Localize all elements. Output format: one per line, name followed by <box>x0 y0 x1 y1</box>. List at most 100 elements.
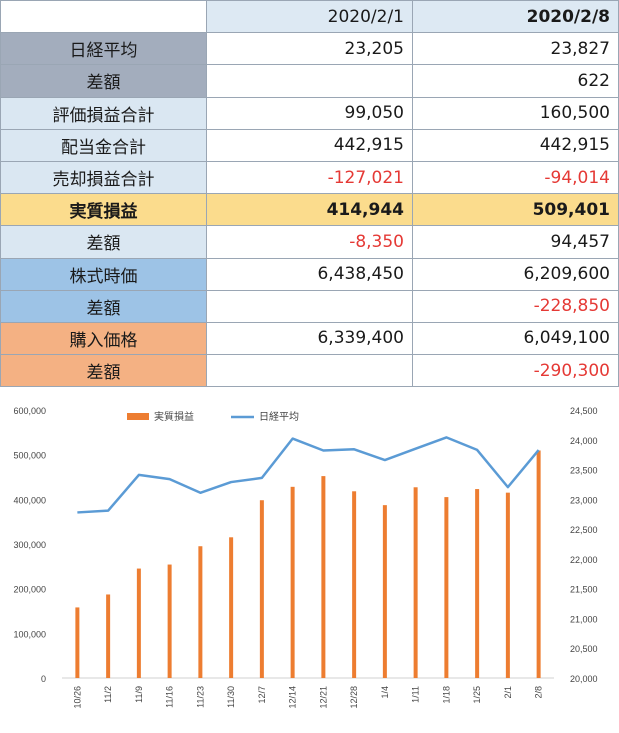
bar-12/7 <box>259 500 264 678</box>
row-value-1: 99,050 <box>206 96 413 130</box>
row-label: 配当金合計 <box>0 128 207 162</box>
x-tick-label: 2/1 <box>503 686 513 699</box>
y-right-tick-label: 20,000 <box>570 674 598 684</box>
row-value-1 <box>206 64 413 98</box>
y-right-tick-label: 21,000 <box>570 614 598 624</box>
bar-1/11 <box>413 487 418 678</box>
combo-chart: 0 100,000 200,000 300,000 400,000 500,000 600,… <box>13 406 598 709</box>
table-header-row: 2020/2/1 2020/2/8 <box>0 0 619 34</box>
table-row: 差額 -228,850 <box>0 289 619 323</box>
row-value-1: 6,438,450 <box>206 257 413 291</box>
table-row: 購入価格 6,339,400 6,049,100 <box>0 321 619 356</box>
row-value-2: 509,401 <box>412 193 619 227</box>
y-left-tick-label: 400,000 <box>13 495 46 505</box>
y-right-tick-label: 22,000 <box>570 555 598 565</box>
bar-1/25 <box>475 489 480 678</box>
bar-12/28 <box>352 491 357 678</box>
table-row: 差額 -290,300 <box>0 354 619 388</box>
bar-12/21 <box>321 476 326 678</box>
y-left-tick-label: 300,000 <box>13 540 46 550</box>
bar-11/9 <box>136 568 141 678</box>
y-right-tick-label: 23,500 <box>570 466 598 476</box>
row-label: 日経平均 <box>0 32 207 66</box>
row-label: 評価損益合計 <box>0 96 207 130</box>
y-left-tick-label: 200,000 <box>13 585 46 595</box>
table-row: 差額 622 <box>0 64 619 98</box>
row-label: 差額 <box>0 354 207 388</box>
row-value-1: 414,944 <box>206 193 413 227</box>
x-tick-label: 10/26 <box>72 686 82 709</box>
row-value-1 <box>206 354 413 388</box>
x-tick-label: 1/4 <box>380 686 390 699</box>
y-left-tick-label: 500,000 <box>13 451 46 461</box>
bar-1/18 <box>444 497 449 678</box>
x-tick-label: 1/25 <box>472 686 482 704</box>
bar-10/26 <box>75 607 80 678</box>
header-corner <box>0 0 207 34</box>
x-tick-label: 1/18 <box>441 686 451 704</box>
row-value-1: 6,339,400 <box>206 321 413 356</box>
bar-12/14 <box>290 486 295 678</box>
x-tick-label: 1/11 <box>411 686 421 703</box>
bar-11/23 <box>198 546 203 678</box>
bar-1/4 <box>382 505 387 678</box>
y-right-tick-label: 24,000 <box>570 436 598 446</box>
bar-2/8 <box>536 450 541 678</box>
table-row: 差額 -8,350 94,457 <box>0 225 619 259</box>
table-row: 株式時価 6,438,450 6,209,600 <box>0 257 619 291</box>
row-value-1: 23,205 <box>206 32 413 66</box>
header-date-1: 2020/2/1 <box>206 0 413 34</box>
row-value-2: -94,014 <box>412 160 619 195</box>
legend-bar-swatch <box>127 413 149 420</box>
row-value-2: 442,915 <box>412 128 619 162</box>
row-value-2: 622 <box>412 64 619 98</box>
bar-11/16 <box>167 564 172 678</box>
x-tick-label: 12/21 <box>318 686 328 709</box>
x-tick-label: 2/8 <box>534 686 544 699</box>
table-row: 評価損益合計 99,050 160,500 <box>0 96 619 130</box>
table-row: 売却損益合計 -127,021 -94,014 <box>0 160 619 195</box>
row-label: 売却損益合計 <box>0 160 207 195</box>
row-value-2: 160,500 <box>412 96 619 130</box>
nikkei-line <box>77 436 540 514</box>
x-tick-label: 12/14 <box>288 686 298 709</box>
row-value-2: 6,049,100 <box>412 321 619 356</box>
row-value-2: 6,209,600 <box>412 257 619 291</box>
y-left-tick-label: 600,000 <box>13 406 46 416</box>
bar-2/1 <box>505 492 510 678</box>
y-right-tick-label: 21,500 <box>570 585 598 595</box>
row-value-2: -228,850 <box>412 289 619 323</box>
y-left-tick-label: 0 <box>41 674 46 684</box>
x-tick-label: 11/2 <box>103 686 113 703</box>
y-right-tick-label: 20,500 <box>570 644 598 654</box>
table-row: 配当金合計 442,915 442,915 <box>0 128 619 162</box>
row-value-1 <box>206 289 413 323</box>
row-value-1: -127,021 <box>206 160 413 195</box>
x-tick-label: 11/9 <box>134 686 144 703</box>
row-value-2: -290,300 <box>412 354 619 388</box>
row-label: 差額 <box>0 289 207 323</box>
x-tick-label: 12/7 <box>257 686 267 704</box>
y-right-tick-label: 23,000 <box>570 495 598 505</box>
summary-table: 2020/2/1 2020/2/8 日経平均 23,205 23,827 差額 622 評価損… <box>0 0 619 388</box>
row-value-2: 94,457 <box>412 225 619 259</box>
row-value-2: 23,827 <box>412 32 619 66</box>
bar-11/30 <box>229 537 234 678</box>
x-tick-label: 11/23 <box>195 686 205 708</box>
row-label: 実質損益 <box>0 193 207 227</box>
y-left-tick-label: 100,000 <box>13 629 46 639</box>
row-value-1: -8,350 <box>206 225 413 259</box>
row-label: 差額 <box>0 225 207 259</box>
x-tick-label: 11/30 <box>226 686 236 708</box>
table-row: 実質損益 414,944 509,401 <box>0 193 619 227</box>
x-tick-label: 12/28 <box>349 686 359 709</box>
bar-11/2 <box>106 594 111 678</box>
x-tick-label: 11/16 <box>165 686 175 708</box>
table-row: 日経平均 23,205 23,827 <box>0 32 619 66</box>
header-date-2: 2020/2/8 <box>412 0 619 34</box>
row-label: 購入価格 <box>0 321 207 356</box>
row-label: 株式時価 <box>0 257 207 291</box>
row-label: 差額 <box>0 64 207 98</box>
y-right-tick-label: 22,500 <box>570 525 598 535</box>
legend-line-label: 日経平均 <box>259 410 299 423</box>
